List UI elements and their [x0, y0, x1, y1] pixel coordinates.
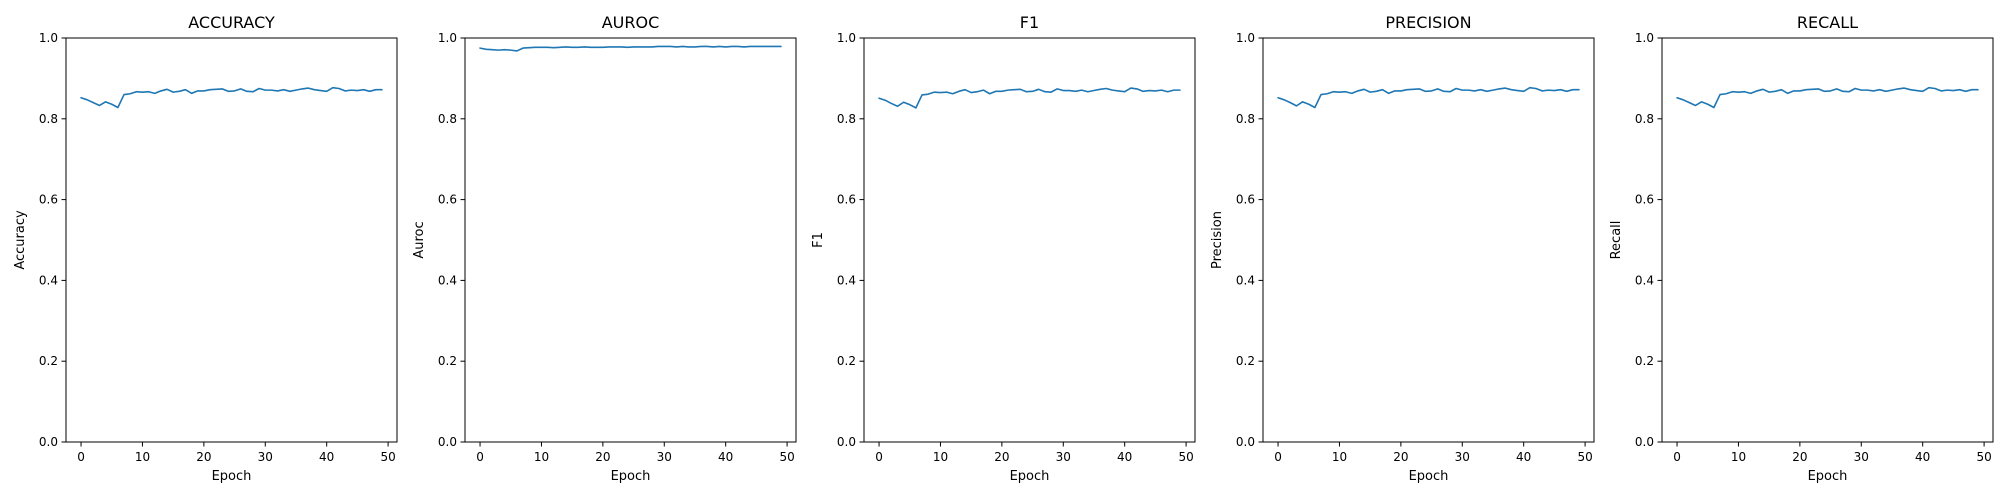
series-line-precision	[1277, 86, 1580, 109]
y-tick-label-auroc-0.0: 0.0	[438, 435, 457, 449]
x-tick-label-recall-20: 20	[1792, 450, 1807, 464]
chart-title-recall: RECALL	[1797, 13, 1858, 32]
y-tick-label-accuracy-0.4: 0.4	[39, 273, 58, 287]
y-tick-label-recall-0.4: 0.4	[1635, 273, 1654, 287]
y-tick-label-accuracy-0.8: 0.8	[39, 112, 58, 126]
y-tick-label-auroc-0.8: 0.8	[438, 112, 457, 126]
y-tick-label-f1-0.2: 0.2	[837, 354, 856, 368]
x-tick-label-f1-0: 0	[875, 450, 883, 464]
series-line-auroc	[479, 45, 782, 52]
y-tick-label-f1-0.4: 0.4	[837, 273, 856, 287]
x-tick-label-recall-30: 30	[1854, 450, 1869, 464]
y-axis-label-precision: Precision	[1210, 211, 1225, 269]
subplot-precision: 0 10 20 30 40 50 0.0 0.2 0.4 0.6 0.8 1.0 PRECISION Ep…	[1210, 13, 1595, 484]
subplot-accuracy: 0 10 20 30 40 50 0.0 0.2 0.4 0.6 0.8 1.0 ACCURACY Epo…	[13, 13, 398, 484]
y-tick-label-accuracy-0.0: 0.0	[39, 435, 58, 449]
x-tick-label-accuracy-10: 10	[135, 450, 150, 464]
y-tick-label-accuracy-1.0: 1.0	[39, 31, 58, 45]
x-tick-label-precision-20: 20	[1393, 450, 1408, 464]
y-tick-label-precision-0.8: 0.8	[1236, 112, 1255, 126]
y-tick-label-f1-1.0: 1.0	[837, 31, 856, 45]
x-tick-label-auroc-0: 0	[476, 450, 484, 464]
y-tick-label-auroc-1.0: 1.0	[438, 31, 457, 45]
x-tick-label-auroc-50: 50	[779, 450, 794, 464]
x-tick-label-recall-40: 40	[1915, 450, 1930, 464]
y-tick-label-precision-0.6: 0.6	[1236, 193, 1255, 207]
subplot-auroc: 0 10 20 30 40 50 0.0 0.2 0.4 0.6 0.8 1.0 AUROC Epoch A…	[412, 13, 797, 484]
x-tick-label-auroc-40: 40	[718, 450, 733, 464]
x-tick-label-auroc-10: 10	[534, 450, 549, 464]
y-axis-label-auroc: Auroc	[412, 221, 427, 258]
y-tick-label-precision-0.0: 0.0	[1236, 435, 1255, 449]
y-tick-label-recall-0.2: 0.2	[1635, 354, 1654, 368]
y-axis-label-accuracy: Accuracy	[13, 210, 28, 270]
y-tick-label-precision-1.0: 1.0	[1236, 31, 1255, 45]
x-tick-label-recall-0: 0	[1673, 450, 1681, 464]
y-tick-label-auroc-0.4: 0.4	[438, 273, 457, 287]
x-axis-label-auroc: Epoch	[611, 469, 651, 484]
chart-title-precision: PRECISION	[1385, 13, 1471, 32]
y-tick-label-accuracy-0.2: 0.2	[39, 354, 58, 368]
series-line-accuracy	[80, 86, 383, 109]
x-tick-label-f1-20: 20	[994, 450, 1009, 464]
x-tick-label-accuracy-50: 50	[380, 450, 395, 464]
x-axis-label-f1: Epoch	[1010, 469, 1050, 484]
axes-frame-f1	[863, 37, 1196, 443]
y-tick-label-f1-0.0: 0.0	[837, 435, 856, 449]
subplot-grid: 0 10 20 30 40 50 0.0 0.2 0.4 0.6 0.8 1.0 ACCURACY Epo…	[13, 13, 1994, 484]
y-tick-label-recall-0.8: 0.8	[1635, 112, 1654, 126]
axes-frame-auroc	[464, 37, 797, 443]
axes-frame-recall	[1661, 37, 1994, 443]
x-tick-label-f1-30: 30	[1056, 450, 1071, 464]
x-tick-label-precision-40: 40	[1516, 450, 1531, 464]
y-tick-label-precision-0.2: 0.2	[1236, 354, 1255, 368]
axes-frame-accuracy	[65, 37, 398, 443]
y-tick-label-accuracy-0.6: 0.6	[39, 193, 58, 207]
x-tick-label-accuracy-30: 30	[258, 450, 273, 464]
series-line-f1	[878, 87, 1181, 109]
x-tick-label-auroc-20: 20	[595, 450, 610, 464]
x-tick-label-precision-10: 10	[1332, 450, 1347, 464]
y-axis-label-recall: Recall	[1609, 221, 1624, 260]
x-tick-label-f1-50: 50	[1178, 450, 1193, 464]
x-tick-label-precision-50: 50	[1577, 450, 1592, 464]
x-tick-label-recall-50: 50	[1976, 450, 1991, 464]
x-tick-label-precision-30: 30	[1455, 450, 1470, 464]
x-tick-label-accuracy-0: 0	[77, 450, 85, 464]
subplot-f1: 0 10 20 30 40 50 0.0 0.2 0.4 0.6 0.8 1.0 F1 Epoch F1	[811, 13, 1196, 484]
x-axis-label-recall: Epoch	[1808, 469, 1848, 484]
x-tick-label-recall-10: 10	[1731, 450, 1746, 464]
y-tick-label-recall-1.0: 1.0	[1635, 31, 1654, 45]
y-tick-label-recall-0.6: 0.6	[1635, 193, 1654, 207]
x-tick-label-auroc-30: 30	[657, 450, 672, 464]
x-tick-label-accuracy-20: 20	[196, 450, 211, 464]
series-line-recall	[1676, 86, 1979, 109]
x-axis-label-accuracy: Epoch	[212, 469, 252, 484]
y-tick-label-auroc-0.2: 0.2	[438, 354, 457, 368]
y-tick-label-auroc-0.6: 0.6	[438, 193, 457, 207]
y-tick-label-recall-0.0: 0.0	[1635, 435, 1654, 449]
chart-title-auroc: AUROC	[602, 13, 660, 32]
y-tick-label-f1-0.8: 0.8	[837, 112, 856, 126]
y-tick-label-f1-0.6: 0.6	[837, 193, 856, 207]
y-tick-label-precision-0.4: 0.4	[1236, 273, 1255, 287]
x-tick-label-accuracy-40: 40	[319, 450, 334, 464]
axes-frame-precision	[1262, 37, 1595, 443]
chart-title-f1: F1	[1020, 13, 1039, 32]
x-tick-label-precision-0: 0	[1274, 450, 1282, 464]
y-axis-label-f1: F1	[811, 232, 826, 248]
x-tick-label-f1-40: 40	[1117, 450, 1132, 464]
subplot-recall: 0 10 20 30 40 50 0.0 0.2 0.4 0.6 0.8 1.0 RECALL Epoch…	[1609, 13, 1994, 484]
x-tick-label-f1-10: 10	[933, 450, 948, 464]
x-axis-label-precision: Epoch	[1409, 469, 1449, 484]
chart-title-accuracy: ACCURACY	[188, 13, 275, 32]
